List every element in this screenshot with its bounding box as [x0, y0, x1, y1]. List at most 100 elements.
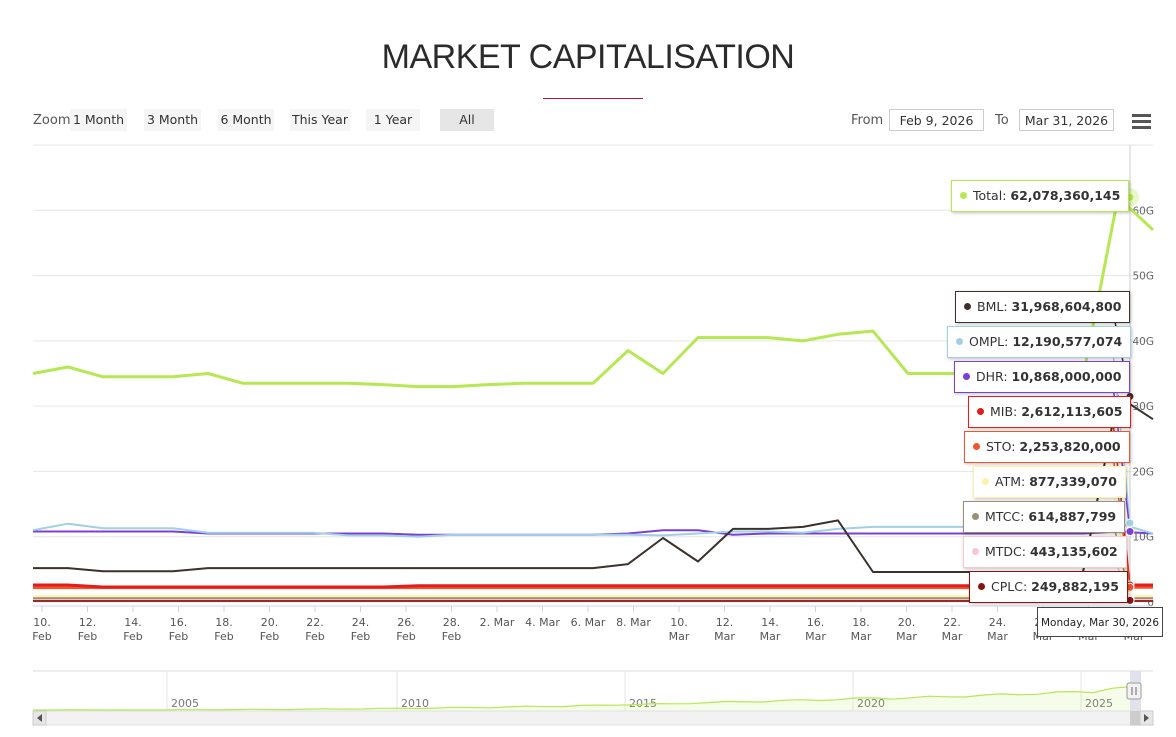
navigator-year-label: 2010 [401, 697, 429, 710]
tooltip-series-name: MTCC: [985, 509, 1029, 524]
y-tick-label: 40G [1133, 336, 1155, 348]
x-tick-label: 20. [898, 616, 916, 629]
tooltip-row-dhr: DHR: 10,868,000,000 [954, 361, 1131, 393]
navigator-series-line [33, 686, 1131, 711]
hamburger-menu-icon[interactable] [1132, 114, 1151, 130]
hover-marker-dhr [1125, 526, 1135, 536]
tooltip-row-atm: ATM: 877,339,070 [973, 466, 1126, 498]
y-tick-label: 50G [1133, 271, 1155, 283]
series-line-mib [33, 583, 1153, 589]
scrollbar-thumb [1130, 711, 1140, 725]
x-tick-label-month: Mar [760, 630, 781, 643]
tooltip-row-mib: MIB: 2,612,113,605 [968, 396, 1132, 428]
x-tick-label: 12. [79, 616, 97, 629]
legend-dot-icon [956, 338, 963, 345]
navigator-year-label: 2020 [857, 697, 885, 710]
zoom-label: Zoom [33, 113, 71, 128]
x-tick-label-month: Feb [169, 630, 188, 643]
x-tick-label: 22. [943, 616, 961, 629]
zoom-6-month-button[interactable]: 6 Month [218, 109, 274, 131]
tooltip-series-value: 2,253,820,000 [1019, 439, 1121, 454]
legend-dot-icon [972, 513, 979, 520]
x-tick-label-month: Mar [896, 630, 917, 643]
tooltip-row-mtcc: MTCC: 614,887,799 [963, 501, 1126, 533]
tooltip-series-name: BML: [977, 299, 1012, 314]
zoom-3-month-button[interactable]: 3 Month [144, 109, 201, 131]
tooltip-series-name: Total: [973, 188, 1011, 203]
chart-title: MARKET CAPITALISATION [381, 38, 795, 76]
x-tick-label: 24. [989, 616, 1007, 629]
tooltip-date: Monday, Mar 30, 2026 [1037, 607, 1163, 637]
legend-dot-icon [982, 478, 989, 485]
x-tick-label: 20. [261, 616, 279, 629]
legend-dot-icon [977, 408, 984, 415]
to-date-input[interactable]: Mar 31, 2026 [1019, 109, 1114, 131]
tooltip-series-name: ATM: [995, 474, 1030, 489]
navigator-year-label: 2025 [1085, 697, 1113, 710]
tooltip-series-value: 62,078,360,145 [1010, 188, 1121, 203]
x-tick-label: 22. [306, 616, 324, 629]
x-tick-label-month: Feb [260, 630, 279, 643]
tooltip-row-sto: STO: 2,253,820,000 [964, 431, 1130, 463]
legend-dot-icon [978, 583, 985, 590]
title-underline [543, 98, 643, 99]
navigator-handle-icon [1126, 682, 1142, 700]
from-label: From [851, 113, 884, 128]
y-tick-label: 10G [1133, 532, 1155, 544]
x-tick-label: 10. [33, 616, 51, 629]
x-tick-label-month: Feb [442, 630, 461, 643]
zoom-1-year-button[interactable]: 1 Year [366, 109, 420, 131]
x-tick-label-month: Mar [714, 630, 735, 643]
tooltip-row-ompl: OMPL: 12,190,577,074 [947, 326, 1132, 358]
tooltip-row-mtdc: MTDC: 443,135,602 [963, 536, 1127, 568]
tooltip-row-total: Total: 62,078,360,145 [951, 180, 1130, 212]
x-tick-label-month: Mar [669, 630, 690, 643]
legend-dot-icon [964, 303, 971, 310]
from-date-input[interactable]: Feb 9, 2026 [889, 109, 984, 131]
legend-dot-icon [972, 548, 979, 555]
tooltip-series-value: 249,882,195 [1031, 579, 1119, 594]
zoom-1-month-button[interactable]: 1 Month [70, 109, 127, 131]
x-tick-label-month: Mar [987, 630, 1008, 643]
x-tick-label: 26. [397, 616, 415, 629]
tooltip-series-value: 443,135,602 [1029, 544, 1118, 559]
y-tick-label: 0 [1147, 597, 1154, 609]
tooltip-series-name: DHR: [976, 369, 1012, 384]
navigator-area [33, 686, 1130, 711]
x-tick-label: 16. [807, 616, 825, 629]
tooltip-series-value: 2,612,113,605 [1021, 404, 1123, 419]
tooltip-row-cplc: CPLC: 249,882,195 [969, 571, 1128, 603]
x-tick-label: 18. [852, 616, 870, 629]
x-tick-label: 10. [670, 616, 688, 629]
x-tick-label-month: Mar [805, 630, 826, 643]
series-line-bml [33, 395, 1154, 573]
tooltip-series-name: STO: [986, 439, 1020, 454]
x-tick-label: 2. Mar [480, 616, 515, 629]
x-tick-label: 6. Mar [571, 616, 606, 629]
legend-dot-icon [973, 443, 980, 450]
navigator-year-label: 2015 [629, 697, 657, 710]
zoom-this-year-button[interactable]: This Year [290, 109, 350, 131]
tooltip-series-name: OMPL: [969, 334, 1013, 349]
tooltip-series-value: 10,868,000,000 [1011, 369, 1122, 384]
hover-marker-ompl [1125, 518, 1135, 528]
tooltip-series-value: 12,190,577,074 [1012, 334, 1123, 349]
x-tick-label-month: Mar [942, 630, 963, 643]
x-tick-label: 12. [716, 616, 734, 629]
navigator-year-label: 2005 [171, 697, 199, 710]
x-tick-label: 24. [352, 616, 370, 629]
x-tick-label-month: Mar [851, 630, 872, 643]
x-tick-label: 4. Mar [525, 616, 560, 629]
tooltip-series-name: CPLC: [991, 579, 1032, 594]
x-tick-label: 8. Mar [616, 616, 651, 629]
x-tick-label-month: Feb [123, 630, 142, 643]
x-tick-label: 18. [215, 616, 233, 629]
x-tick-label-month: Feb [305, 630, 324, 643]
y-tick-label: 20G [1133, 466, 1155, 478]
zoom-all-button[interactable]: All [440, 109, 494, 131]
scroll-left-arrow-icon [37, 714, 42, 722]
x-tick-label: 28. [443, 616, 461, 629]
x-tick-label-month: Feb [32, 630, 51, 643]
x-tick-label: 16. [170, 616, 188, 629]
tooltip-series-value: 877,339,070 [1029, 474, 1117, 489]
